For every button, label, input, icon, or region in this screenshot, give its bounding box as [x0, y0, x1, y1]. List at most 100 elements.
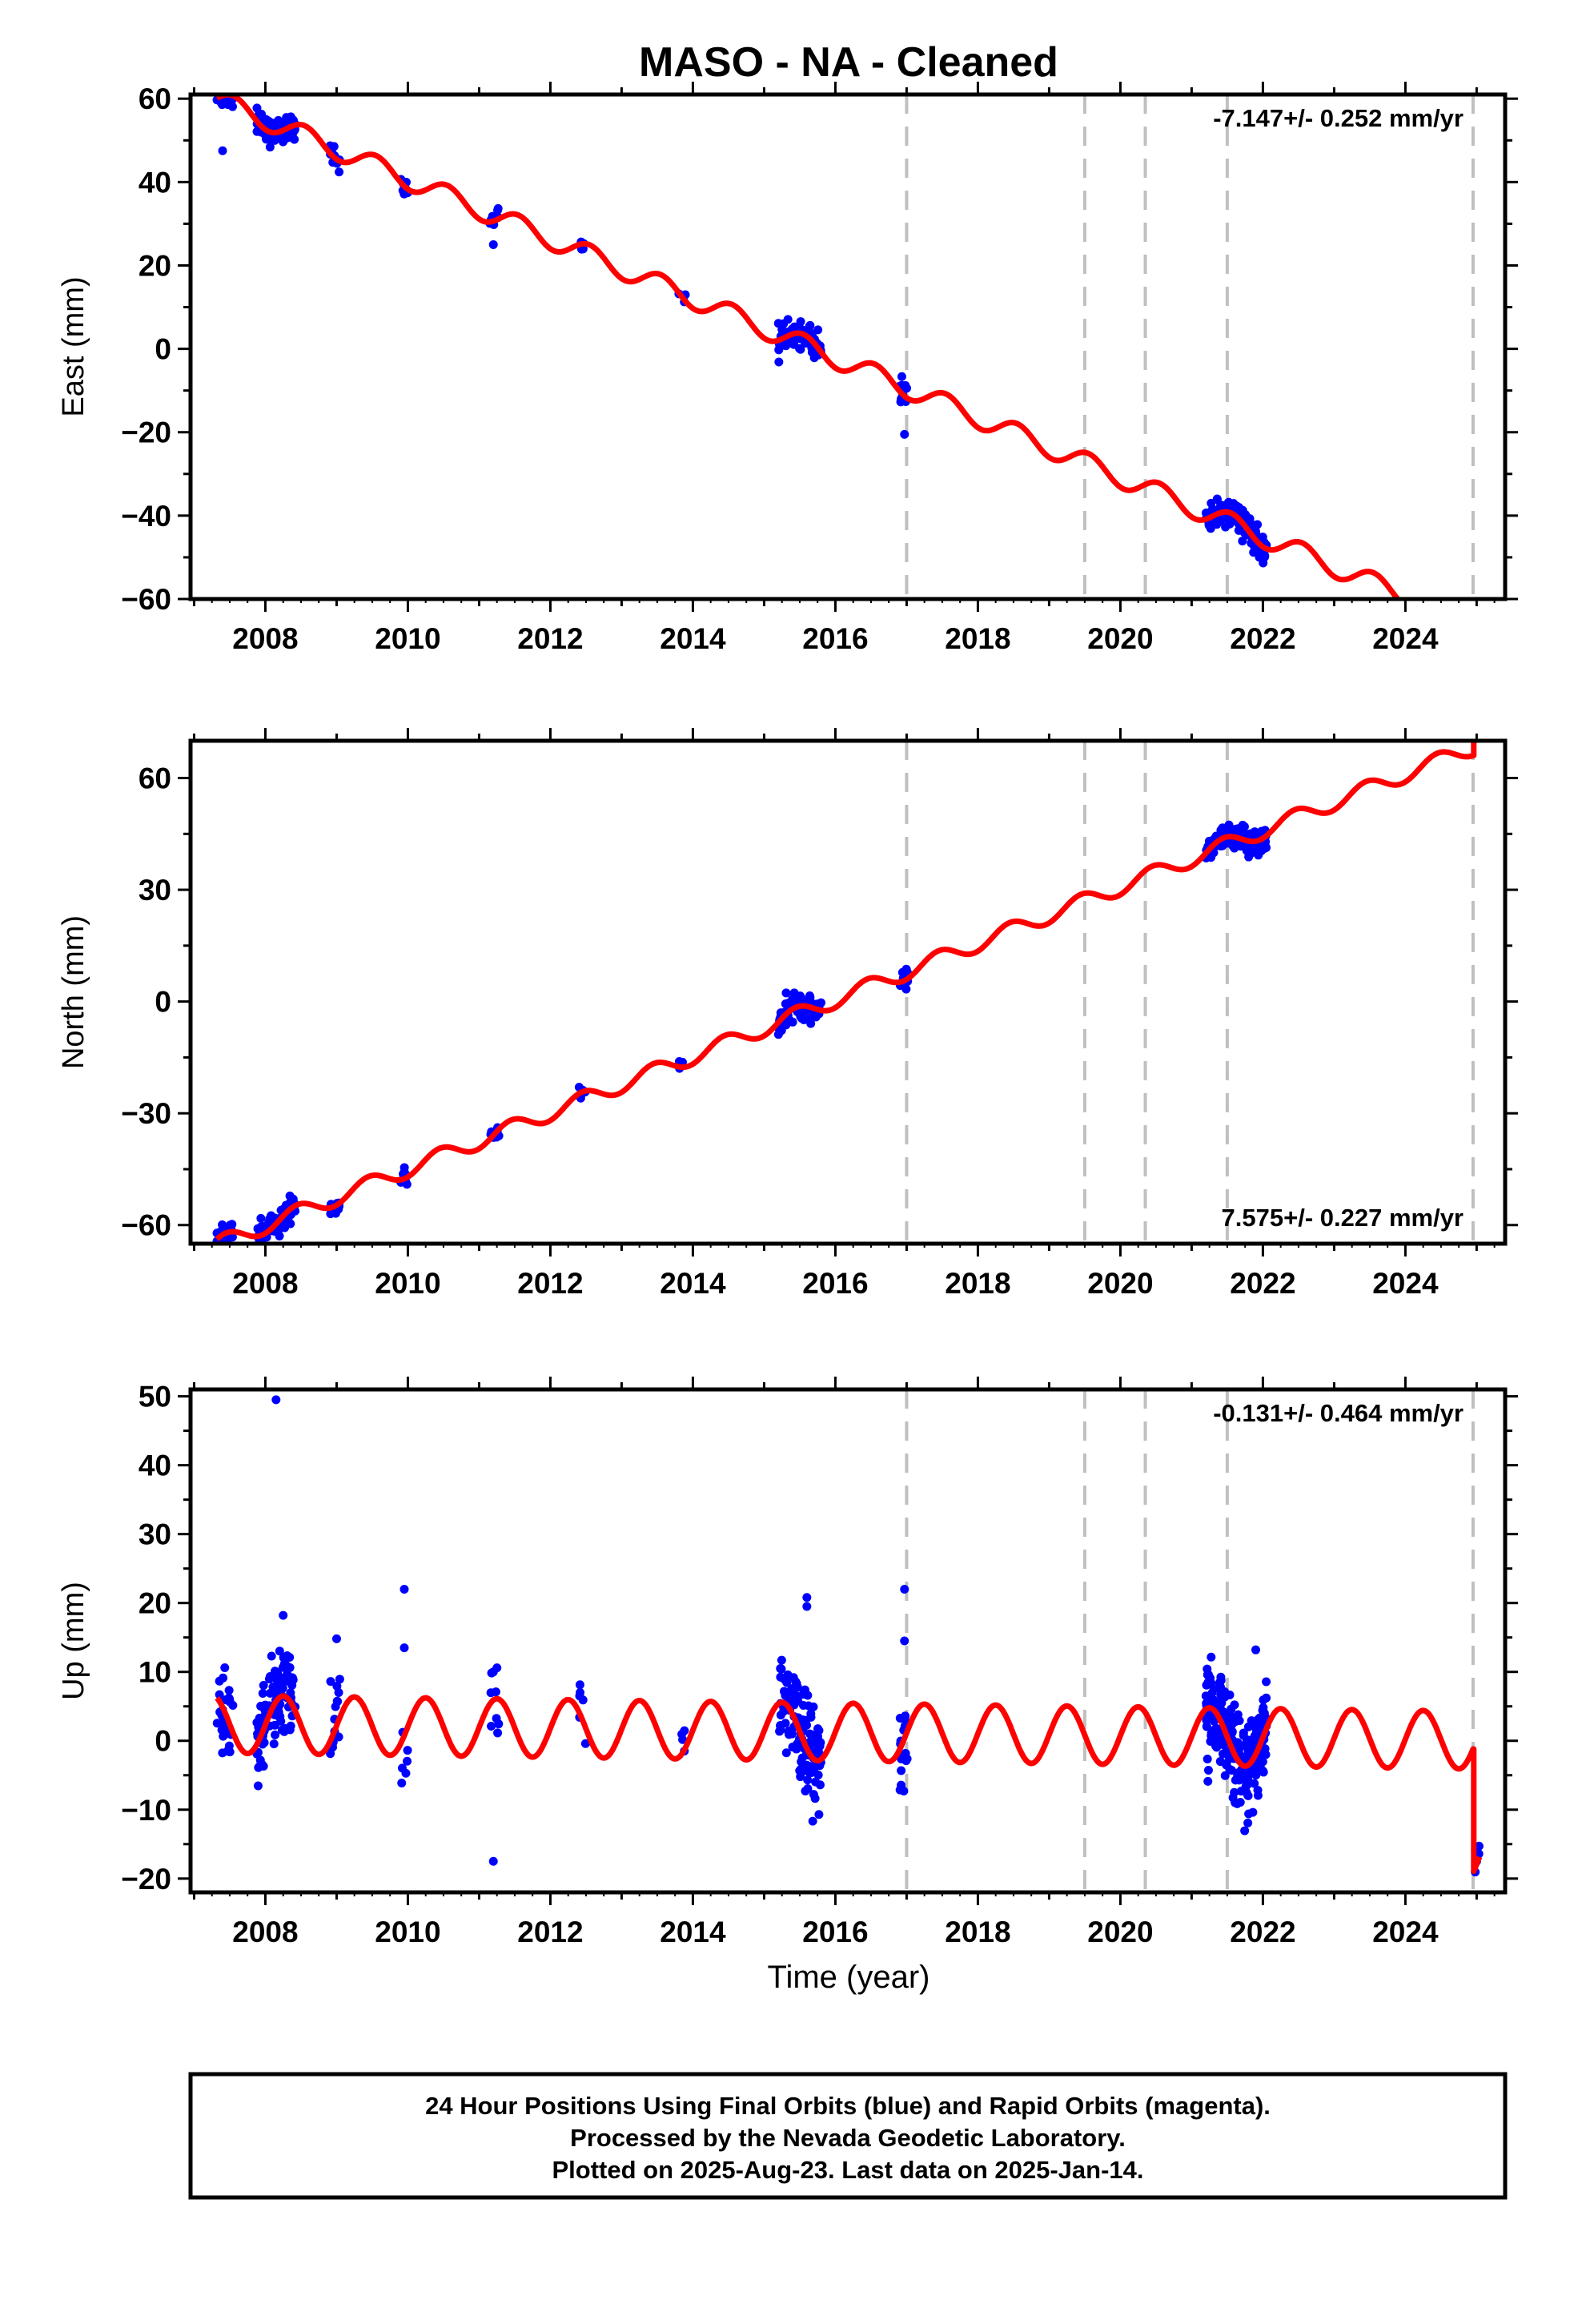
data-point	[1253, 1791, 1263, 1800]
x-tick-label: 2008	[232, 622, 298, 655]
data-point	[335, 167, 344, 177]
data-point	[1259, 558, 1268, 568]
data-point	[802, 1602, 812, 1611]
y-tick-label: −60	[121, 1209, 171, 1242]
data-point	[1203, 1713, 1213, 1723]
data-point	[228, 83, 237, 92]
data-point	[1244, 1809, 1254, 1819]
data-point	[814, 1736, 824, 1746]
data-point	[796, 1764, 805, 1774]
panel-east: 2008 2010 2012 2014 2016 2018 2020 2022 2024 −60 −…	[57, 82, 1518, 655]
data-point	[487, 1721, 496, 1731]
y-tick-label: 20	[139, 1587, 171, 1620]
data-point	[792, 1744, 801, 1754]
data-point	[1220, 1771, 1230, 1780]
data-point	[253, 1781, 263, 1791]
data-point	[224, 1686, 234, 1695]
data-point	[226, 84, 235, 93]
data-point	[1228, 1793, 1238, 1803]
data-point	[796, 1012, 805, 1022]
data-point	[1254, 850, 1263, 860]
data-point	[275, 1647, 284, 1656]
plot-frame	[188, 1387, 1508, 1895]
data-point	[897, 1766, 906, 1775]
x-tick-label: 2010	[375, 622, 440, 655]
data-point	[1245, 1778, 1255, 1787]
data-point	[897, 1754, 906, 1763]
data-point	[1251, 1645, 1261, 1655]
y-tick-label: 60	[139, 82, 171, 115]
data-point	[285, 1725, 295, 1735]
x-tick-label: 2024	[1372, 1267, 1439, 1300]
data-point	[400, 1584, 409, 1594]
data-point	[1244, 843, 1254, 853]
x-tick-label: 2020	[1087, 622, 1153, 655]
data-point	[1207, 1688, 1217, 1698]
data-point	[813, 1771, 823, 1780]
y-tick-label: −40	[121, 500, 171, 533]
data-point	[774, 357, 784, 367]
data-point	[1262, 1677, 1271, 1687]
y-tick-label: −30	[121, 1097, 171, 1130]
data-point	[1243, 1769, 1253, 1779]
data-point	[811, 1012, 821, 1022]
data-point	[781, 999, 791, 1009]
data-point	[1203, 1678, 1213, 1687]
data-point	[270, 1720, 279, 1730]
footer-line-2: Processed by the Nevada Geodetic Laborat…	[570, 2124, 1126, 2152]
data-point	[1218, 1689, 1227, 1699]
data-point	[1259, 1703, 1268, 1712]
data-point	[271, 1730, 280, 1739]
data-point	[787, 1729, 797, 1739]
y-tick-label: −20	[121, 416, 171, 449]
data-point	[1473, 618, 1482, 627]
data-point	[275, 1711, 285, 1721]
data-point	[1207, 1731, 1216, 1740]
data-point	[897, 372, 906, 381]
data-point	[1225, 1764, 1235, 1774]
x-tick-label: 2014	[660, 1267, 726, 1300]
data-point	[279, 1610, 288, 1620]
data-point	[1235, 1716, 1244, 1726]
data-point	[492, 1714, 501, 1723]
data-point	[397, 1763, 407, 1773]
data-point	[1242, 1735, 1251, 1745]
panel-up: 2008 2010 2012 2014 2016 2018 2020 2022 2024−20−…	[57, 1377, 1518, 1948]
data-point	[287, 1673, 297, 1683]
data-point	[400, 1167, 409, 1176]
data-point	[265, 1688, 275, 1698]
data-point	[397, 1778, 407, 1787]
x-tick-label: 2022	[1230, 1267, 1295, 1300]
data-point	[803, 1775, 813, 1785]
x-tick-label: 2022	[1230, 1916, 1295, 1948]
model-curve	[215, 1693, 1483, 1875]
data-point	[1203, 1766, 1213, 1775]
data-point	[1473, 621, 1482, 629]
data-point	[1242, 1787, 1251, 1797]
data-point	[1232, 1768, 1242, 1778]
model-curve	[215, 94, 1443, 599]
data-point	[255, 110, 264, 119]
data-point	[1224, 820, 1234, 830]
data-point	[227, 102, 237, 111]
data-point	[1252, 1720, 1262, 1730]
y-tick-label: 0	[155, 986, 171, 1019]
data-point	[813, 325, 823, 335]
data-point	[776, 1711, 785, 1720]
data-point	[1217, 515, 1227, 525]
data-point	[1227, 1728, 1237, 1738]
data-point	[493, 1728, 503, 1738]
data-point	[256, 1213, 266, 1223]
data-point	[260, 1700, 270, 1710]
data-point	[258, 1688, 267, 1698]
data-point	[255, 1224, 264, 1234]
chart-title: MASO - NA - Cleaned	[639, 39, 1058, 86]
data-point	[1473, 622, 1482, 631]
data-point	[1260, 841, 1270, 850]
y-tick-label: 40	[139, 166, 171, 199]
data-point	[486, 1688, 496, 1698]
data-point	[1203, 1754, 1212, 1763]
y-tick-label: −60	[121, 583, 171, 616]
data-point	[776, 1664, 785, 1674]
